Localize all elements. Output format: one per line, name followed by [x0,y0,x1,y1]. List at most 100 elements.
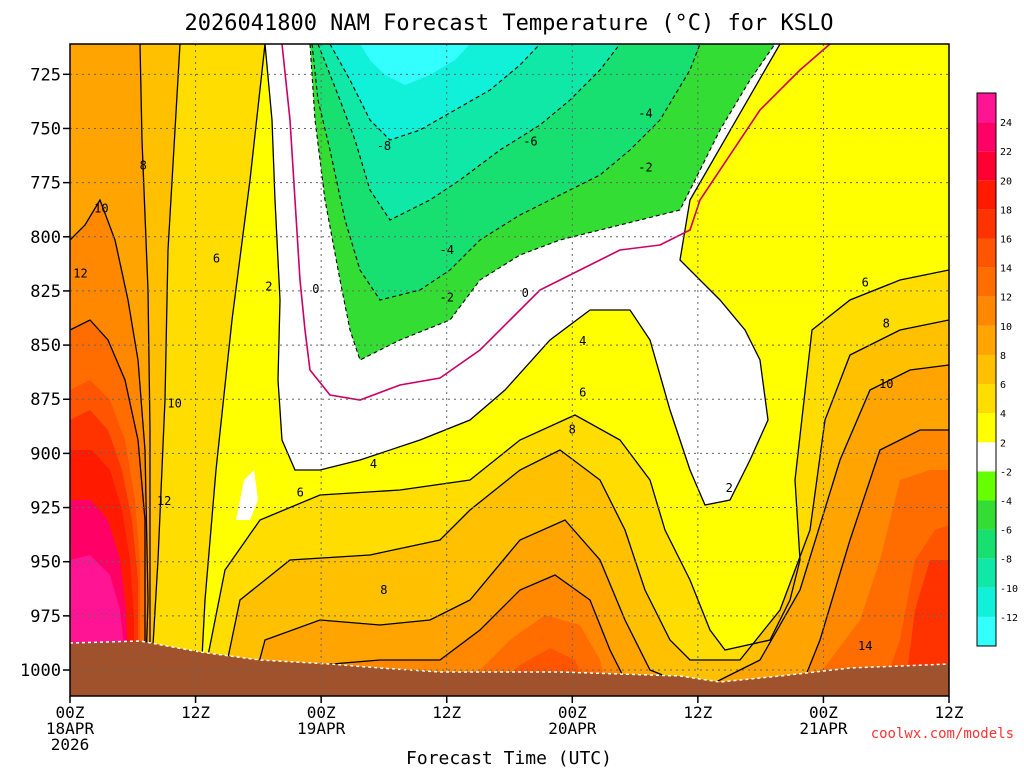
temperature-field [70,44,949,696]
colorbar-swatch [977,616,996,646]
y-tick-label: 825 [30,282,61,302]
colorbar-tick-label: 14 [1000,264,1012,275]
contour-line-4 [199,269,949,696]
field-cold-pocket [236,470,258,520]
colorbar-tick-label: 10 [1000,322,1012,333]
contour-line-left-12 [70,198,149,696]
contour-label: 12 [157,494,171,508]
contour-label: 0 [312,282,319,296]
contour-label: 10 [167,397,181,411]
contour-line-6 [219,319,949,696]
y-tick-label: 950 [30,553,61,573]
contour-label: 0 [522,286,529,300]
colorbar-swatch [977,471,996,501]
colorbar-swatch [977,384,996,414]
x-tick-label: 2026 [51,735,90,754]
colorbar-tick-label: 8 [1000,351,1006,362]
colorbar-tick-label: 18 [1000,205,1012,216]
colorbar-tick-label: 12 [1000,293,1012,304]
x-tick-label: 00Z [809,703,838,722]
colorbar-swatch [977,413,996,443]
colorbar-swatch [977,442,996,472]
contour-label: 4 [370,457,377,471]
contour-label: -4 [439,243,453,257]
contour-line-minus8 [329,44,541,141]
contour-label: 8 [569,423,576,437]
x-tick-label: 18APR [46,719,95,738]
contour-line-left-10 [139,44,151,696]
contour-line-minus2 [309,44,776,361]
credit-link[interactable]: coolwx.com/models [871,726,1014,742]
contour-label: 6 [579,386,586,400]
terrain [70,641,949,696]
colorbar-swatch [977,587,996,617]
x-tick-label: 12Z [181,703,210,722]
colorbar-frame [976,92,997,647]
colorbar-tick-label: -2 [1000,467,1012,478]
x-tick-label: 12Z [935,703,964,722]
contour-label: -6 [523,134,537,148]
contour-label: -8 [377,139,391,153]
y-axis: 725 750 775 800 825 850 875 900 925 950 975 1000 [20,65,70,681]
contour-line-2 [264,44,781,506]
colorbar-tick-label: 22 [1000,147,1012,158]
y-tick-label: 850 [30,336,61,356]
contour-line-minus4 [311,44,701,301]
chart-title: 2026041800 NAM Forecast Temperature (°C)… [184,11,833,36]
x-axis-label: Forecast Time (UTC) [406,748,612,768]
colorbar-swatch [977,354,996,385]
colorbar-tick-label: 20 [1000,176,1012,187]
contour-label: -2 [638,160,652,174]
x-tick-label: 00Z [56,703,85,722]
contour-label: 4 [579,334,586,348]
colorbar-swatch [977,93,996,123]
colorbar-swatch [977,558,996,588]
contour-lines [70,44,949,696]
colorbar-swatch [977,529,996,559]
colorbar-tick-label: -10 [1000,584,1018,595]
contour-label: -2 [439,290,453,304]
x-tick-label: 20APR [548,719,597,738]
contour-label: 2 [726,481,733,495]
x-tick-label: 19APR [297,719,346,738]
y-tick-label: 775 [30,174,61,194]
colorbar-swatch [977,296,996,326]
colorbar-tick-label: 2 [1000,438,1006,449]
colorbar-swatch [977,325,996,355]
colorbar-swatch [977,238,996,268]
contour-line-10 [299,429,949,696]
x-tick-label: 00Z [558,703,587,722]
contour-label: 14 [858,639,872,653]
contour-labels: -8 -6 -4 -2 -4 -2 0 0 2 2 4 4 6 6 6 6 8 8 8 8 10 10 10 12 12 14 [73,106,893,653]
colorbar-tick-label: 24 [1000,118,1012,129]
plot-frame [69,43,950,697]
contour-label: 10 [94,202,108,216]
colorbar-swatch [977,500,996,530]
colorbar-tick-label: -12 [1000,613,1018,624]
contour-label: 2 [265,280,272,294]
y-tick-label: 900 [30,444,61,464]
colorbar-tick-label: 4 [1000,409,1006,420]
field-warm-left-24 [70,555,124,645]
contour-line-8 [249,364,949,696]
y-tick-label: 875 [30,390,61,410]
field-cold-minus10 [360,44,470,85]
y-tick-label: 975 [30,607,61,627]
colorbar-swatch [977,180,996,210]
colorbar-swatch [977,151,996,181]
contour-lines-negative [309,44,776,361]
contour-label: 6 [213,251,220,265]
contour-line-left-8 [149,44,181,696]
colorbar-tick-label: -8 [1000,555,1012,566]
colorbar-tick-label: 6 [1000,380,1006,391]
colorbar-tick-label: -4 [1000,496,1012,507]
contour-label: 8 [140,158,147,172]
colorbar-swatch [977,209,996,239]
colorbar-tick-label: -6 [1000,526,1012,537]
contour-label: 10 [879,377,893,391]
contour-label: 6 [862,275,869,289]
colorbar-swatch [977,122,996,152]
x-tick-label: 12Z [432,703,461,722]
